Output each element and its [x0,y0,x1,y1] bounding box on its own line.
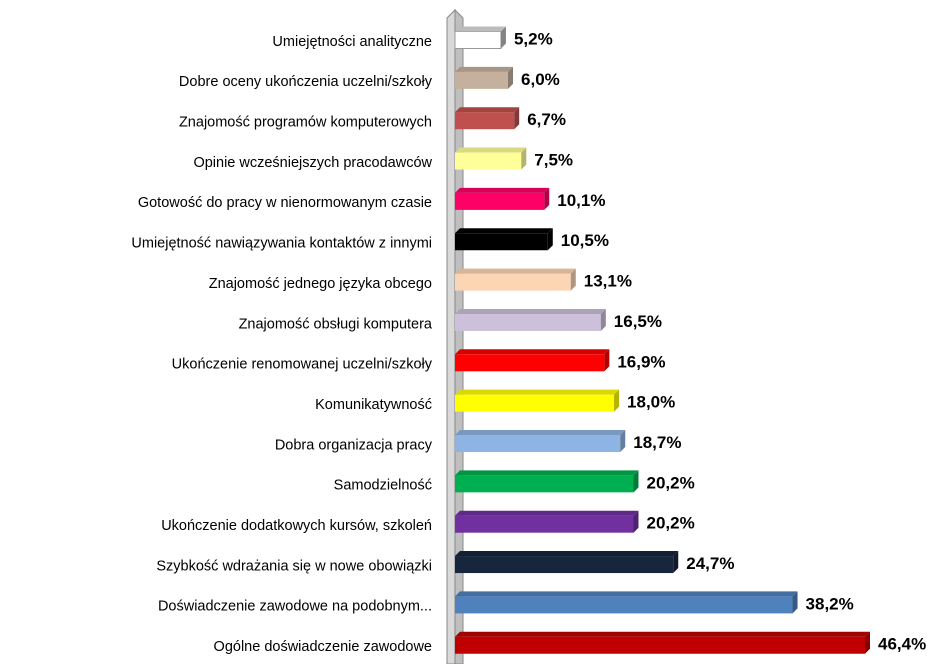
bar-top [455,228,553,234]
category-label: Komunikatywność [315,397,432,413]
bar-top [455,308,606,314]
bar-side [633,470,639,493]
bar-top [455,470,639,476]
value-label: 20,2% [646,514,694,533]
bar-top [455,66,514,72]
value-label: 18,7% [633,433,681,452]
bar-side [547,228,553,251]
value-label: 16,5% [614,312,662,331]
category-label: Dobre oceny ukończenia uczelni/szkoły [179,74,433,90]
bar-side [508,66,514,89]
axis-wall-side [446,8,456,664]
bar-side [673,551,679,574]
value-label: 20,2% [646,473,694,492]
bar [455,71,509,89]
value-label: 46,4% [878,635,926,654]
bar-top [455,187,550,193]
bar-side [620,430,626,452]
category-label: Znajomość jednego języka obcego [209,276,432,292]
bar-side [500,26,506,49]
bar-top [455,631,870,637]
value-label: 24,7% [686,554,734,573]
bar-top [455,349,610,355]
bar [455,515,634,533]
bar-top [455,147,527,153]
bar-top [455,430,626,435]
bar [455,313,601,331]
category-label: Dobra organizacja pracy [275,437,433,453]
bar [455,596,793,614]
bar-side [633,510,639,533]
bar-top [455,389,620,395]
bar [455,233,548,251]
category-label: Samodzielność [334,478,432,494]
bar [455,112,515,130]
bar-side [521,147,527,170]
value-label: 16,9% [617,352,665,371]
category-label: Umiejętności analityczne [272,34,432,50]
bar-side [792,591,798,614]
bar [455,152,522,170]
value-label: 6,7% [527,110,566,129]
bar-side [514,107,520,130]
bar-side [600,308,606,331]
bar [455,273,571,291]
value-label: 38,2% [806,594,854,613]
bar-side [570,268,576,291]
bar [455,556,674,574]
bar [455,636,865,654]
category-label: Opinie wcześniejszych pracodawców [193,155,432,171]
value-label: 7,5% [534,151,573,170]
category-label: Gotowość do pracy w nienormowanym czasie [138,195,432,211]
bar-top [455,268,576,274]
bar-top [455,551,679,557]
value-label: 18,0% [627,393,675,412]
bar-side [865,631,870,654]
bar [454,31,502,49]
bar-side [614,389,620,412]
category-label: Ukończenie dodatkowych kursów, szkoleń [161,518,432,534]
category-label: Znajomość programów komputerowych [179,115,432,131]
category-label: Szybkość wdrażania się w nowe obowiązki [156,558,432,574]
category-label: Umiejętność nawiązywania kontaktów z inn… [131,236,432,252]
category-label: Ukończenie renomowanej uczelni/szkoły [172,357,433,373]
bar [455,475,634,493]
bar-side [544,187,550,210]
bar [455,354,605,372]
bar-top [455,107,520,113]
value-label: 10,1% [557,191,605,210]
bar [455,435,621,452]
value-label: 5,2% [514,29,553,48]
category-label: Znajomość obsługi komputera [239,316,433,332]
category-label: Doświadczenie zawodowe na podobnym... [158,599,432,615]
bar-side [604,349,610,372]
bar [455,192,545,210]
category-label: Ogólne doświadczenie zawodowe [214,639,432,655]
value-label: 13,1% [584,272,632,291]
bar-top [455,510,639,516]
bar-top [455,591,798,597]
bar [455,394,615,412]
value-label: 10,5% [561,231,609,250]
bar-top [455,26,506,32]
value-label: 6,0% [521,70,560,89]
